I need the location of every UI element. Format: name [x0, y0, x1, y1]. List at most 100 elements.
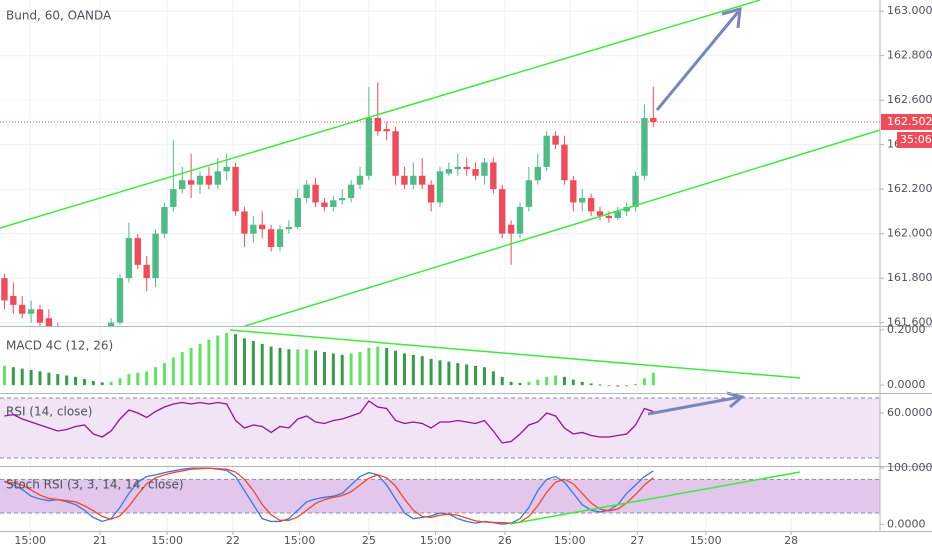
histogram-bar [118, 378, 122, 386]
histogram-bar [562, 376, 566, 386]
histogram-bar [242, 338, 246, 386]
histogram-bar [322, 352, 326, 386]
histogram-bar [82, 379, 86, 386]
histogram-bar [314, 350, 318, 386]
candle-body [259, 224, 266, 230]
pane-marks [4, 467, 654, 525]
histogram-bar [127, 374, 131, 386]
x-tick-label: 22 [226, 534, 240, 547]
y-tick-label: 60.0000 [887, 406, 932, 419]
histogram-bar [500, 376, 504, 386]
candle-body [490, 162, 497, 190]
candle-body [472, 169, 479, 176]
divergence-line [229, 329, 801, 379]
candle-body [196, 175, 204, 185]
candle-body [419, 175, 426, 185]
candle-body [312, 184, 319, 203]
candle-body [534, 166, 541, 181]
histogram-bar [447, 361, 451, 386]
candle-body [303, 184, 310, 199]
candle-body [596, 211, 604, 216]
price-axis [880, 0, 932, 550]
candle-body [294, 198, 301, 227]
histogram-bar [100, 382, 104, 386]
histogram-bar [278, 347, 282, 386]
drawings [0, 0, 881, 525]
candle-body [383, 129, 390, 132]
countdown-label: 35:06 [900, 133, 932, 146]
arrow [647, 395, 741, 416]
y-tick-label: 0.2000 [887, 323, 926, 336]
histogram-bar [651, 372, 655, 386]
candle-body [170, 189, 177, 207]
y-tick-label: 162.200 [887, 182, 932, 195]
histogram-bar [589, 383, 593, 386]
candle-body [45, 318, 53, 326]
candle-body [214, 171, 221, 185]
candle-body [10, 295, 17, 305]
pane-marks [0, 82, 880, 326]
y-tick-label: 0.0000 [887, 378, 926, 391]
candle-body [19, 304, 26, 314]
histogram-bar [376, 346, 380, 386]
x-tick-label: 15:00 [420, 534, 452, 547]
histogram-bar [509, 381, 513, 386]
x-tick-label: 15:00 [554, 534, 586, 547]
candle-body [125, 238, 133, 279]
indicator-line [4, 467, 654, 525]
indicator-line [4, 400, 654, 444]
histogram-bar [580, 381, 584, 386]
histogram-bar [154, 367, 158, 386]
y-tick-label: 161.600 [887, 316, 932, 329]
indicator-line [4, 467, 654, 524]
candle-body [650, 117, 657, 122]
histogram-bar [11, 367, 15, 386]
x-tick-label: 15:00 [14, 534, 46, 547]
candle-body [605, 215, 613, 219]
arrow [655, 11, 740, 111]
histogram-bar [536, 379, 540, 386]
candle-body [570, 180, 577, 203]
candle-body [454, 166, 461, 170]
histogram-bar [358, 352, 362, 386]
histogram-bar [216, 335, 220, 386]
histogram-bar [91, 380, 95, 386]
histogram-bar [571, 379, 575, 386]
histogram-bar [171, 357, 175, 386]
candle-body [36, 309, 44, 323]
candle-body [463, 166, 470, 170]
histogram-bar [340, 354, 344, 386]
candle-body [330, 200, 337, 207]
marks [0, 82, 880, 525]
histogram-bar [554, 375, 558, 386]
candle-body [152, 233, 159, 279]
histogram-bar [145, 371, 149, 386]
histogram-bar [296, 349, 300, 386]
candle-body [205, 175, 213, 185]
histogram-bar [234, 334, 238, 386]
candle-body [27, 309, 35, 314]
histogram-bar [207, 339, 211, 386]
histogram-bar [20, 368, 24, 386]
pane-marks [4, 400, 654, 444]
candle-body [143, 264, 150, 279]
candle-body [552, 135, 559, 145]
histogram-bar [474, 365, 478, 386]
histogram-bar [47, 372, 51, 386]
y-tick-label: 0.0000 [887, 517, 926, 530]
pane-title: Stoch RSI (3, 3, 14, 14, close) [6, 478, 184, 492]
histogram-bar [136, 372, 140, 386]
candle-body [187, 180, 195, 185]
candle-body [116, 278, 124, 323]
x-tick-label: 21 [93, 534, 107, 547]
candle-body [179, 180, 186, 190]
x-tick-label: 28 [784, 534, 798, 547]
histogram-bar [527, 381, 531, 386]
histogram-bar [74, 376, 78, 386]
candle-body [427, 184, 435, 203]
x-tick-label: 26 [498, 534, 512, 547]
histogram-bar [29, 369, 33, 386]
arrow-head [721, 6, 742, 29]
